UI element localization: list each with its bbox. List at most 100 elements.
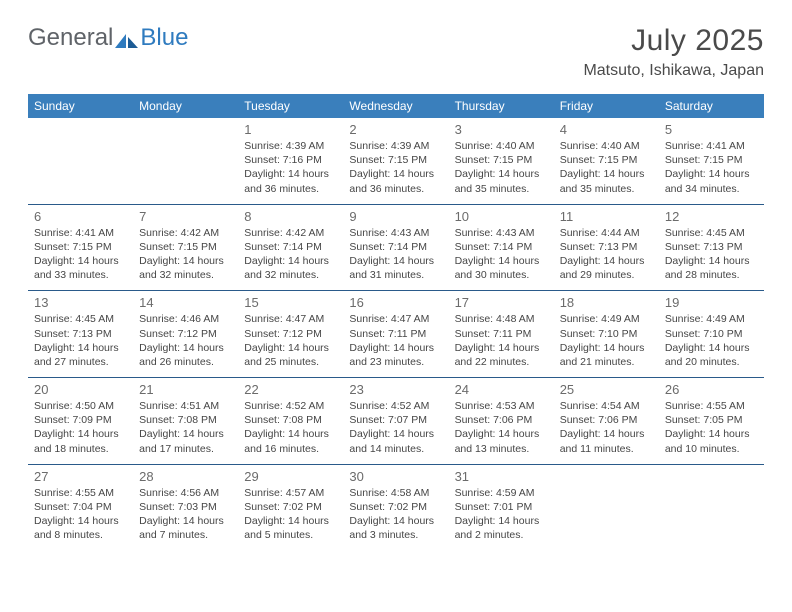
day-cell: 17 Sunrise: 4:48 AMSunset: 7:11 PMDayligh… [449, 291, 554, 378]
day-cell: 22 Sunrise: 4:52 AMSunset: 7:08 PMDayligh… [238, 378, 343, 465]
date-number: 30 [349, 469, 442, 484]
day-cell: 15Sunrise: 4:47 AMSunset: 7:12 PMDayligh… [238, 291, 343, 378]
date-number: 3 [455, 122, 548, 137]
day-cell: 30 Sunrise: 4:58 AMSunset: 7:02 PMDayligh… [343, 464, 448, 550]
day-details: Sunrise: 4:54 AMSunset: 7:06 PMDaylight:… [560, 399, 653, 456]
date-number: 11 [560, 209, 653, 224]
day-cell: 8Sunrise: 4:42 AMSunset: 7:14 PMDaylight… [238, 204, 343, 291]
date-number: 10 [455, 209, 548, 224]
day-details: Sunrise: 4:43 AMSunset: 7:14 PMDaylight:… [349, 226, 442, 283]
day-cell: 2Sunrise: 4:39 AMSunset: 7:15 PMDaylight… [343, 118, 448, 204]
week-row: 27 Sunrise: 4:55 AMSunset: 7:04 PMDayligh… [28, 464, 764, 550]
logo-sail-icon [111, 29, 139, 47]
day-cell: 14 Sunrise: 4:46 AMSunset: 7:12 PMDayligh… [133, 291, 238, 378]
day-details: Sunrise: 4:41 AMSunset: 7:15 PMDaylight:… [34, 226, 127, 283]
day-cell: 28Sunrise: 4:56 AMSunset: 7:03 PMDayligh… [133, 464, 238, 550]
day-cell: 31 Sunrise: 4:59 AMSunset: 7:01 PMDayligh… [449, 464, 554, 550]
day-header-saturday: Saturday [659, 94, 764, 118]
date-number: 12 [665, 209, 758, 224]
day-cell: 19Sunrise: 4:49 AMSunset: 7:10 PMDayligh… [659, 291, 764, 378]
date-number: 2 [349, 122, 442, 137]
day-details: Sunrise: 4:44 AMSunset: 7:13 PMDaylight:… [560, 226, 653, 283]
day-cell: 7Sunrise: 4:42 AMSunset: 7:15 PMDaylight… [133, 204, 238, 291]
date-number: 18 [560, 295, 653, 310]
day-details: Sunrise: 4:40 AMSunset: 7:15 PMDaylight:… [560, 139, 653, 196]
week-row: 13 Sunrise: 4:45 AMSunset: 7:13 PMDayligh… [28, 291, 764, 378]
date-number: 14 [139, 295, 232, 310]
location-text: Matsuto, Ishikawa, Japan [583, 62, 764, 80]
date-number: 5 [665, 122, 758, 137]
date-number: 27 [34, 469, 127, 484]
week-row: 20Sunrise: 4:50 AMSunset: 7:09 PMDayligh… [28, 378, 764, 465]
day-details: Sunrise: 4:45 AMSunset: 7:13 PMDaylight:… [34, 312, 127, 369]
calendar-body: 1 Sunrise: 4:39 AMSunset: 7:16 PMDaylight… [28, 118, 764, 550]
day-cell: 5Sunrise: 4:41 AMSunset: 7:15 PMDaylight… [659, 118, 764, 204]
day-header-row: SundayMondayTuesdayWednesdayThursdayFrid… [28, 94, 764, 118]
day-cell: 11 Sunrise: 4:44 AMSunset: 7:13 PMDayligh… [554, 204, 659, 291]
day-details: Sunrise: 4:57 AMSunset: 7:02 PMDaylight:… [244, 486, 337, 543]
day-details: Sunrise: 4:59 AMSunset: 7:01 PMDaylight:… [455, 486, 548, 543]
day-details: Sunrise: 4:51 AMSunset: 7:08 PMDaylight:… [139, 399, 232, 456]
day-cell: 23 Sunrise: 4:52 AMSunset: 7:07 PMDayligh… [343, 378, 448, 465]
day-details: Sunrise: 4:49 AMSunset: 7:10 PMDaylight:… [560, 312, 653, 369]
calendar-table: SundayMondayTuesdayWednesdayThursdayFrid… [28, 94, 764, 550]
day-details: Sunrise: 4:42 AMSunset: 7:14 PMDaylight:… [244, 226, 337, 283]
day-details: Sunrise: 4:52 AMSunset: 7:07 PMDaylight:… [349, 399, 442, 456]
day-details: Sunrise: 4:43 AMSunset: 7:14 PMDaylight:… [455, 226, 548, 283]
day-details: Sunrise: 4:58 AMSunset: 7:02 PMDaylight:… [349, 486, 442, 543]
day-cell: 21Sunrise: 4:51 AMSunset: 7:08 PMDayligh… [133, 378, 238, 465]
date-number: 22 [244, 382, 337, 397]
day-details: Sunrise: 4:47 AMSunset: 7:12 PMDaylight:… [244, 312, 337, 369]
date-number: 23 [349, 382, 442, 397]
date-number: 13 [34, 295, 127, 310]
day-cell: 25 Sunrise: 4:54 AMSunset: 7:06 PMDayligh… [554, 378, 659, 465]
date-number: 17 [455, 295, 548, 310]
day-cell: 16 Sunrise: 4:47 AMSunset: 7:11 PMDayligh… [343, 291, 448, 378]
day-cell: 26 Sunrise: 4:55 AMSunset: 7:05 PMDayligh… [659, 378, 764, 465]
day-header-thursday: Thursday [449, 94, 554, 118]
day-cell: 10 Sunrise: 4:43 AMSunset: 7:14 PMDayligh… [449, 204, 554, 291]
day-cell [28, 118, 133, 204]
date-number: 1 [244, 122, 337, 137]
day-cell: 3Sunrise: 4:40 AMSunset: 7:15 PMDaylight… [449, 118, 554, 204]
day-header-sunday: Sunday [28, 94, 133, 118]
month-title: July 2025 [583, 24, 764, 58]
day-header-friday: Friday [554, 94, 659, 118]
day-details: Sunrise: 4:39 AMSunset: 7:16 PMDaylight:… [244, 139, 337, 196]
date-number: 7 [139, 209, 232, 224]
week-row: 6Sunrise: 4:41 AMSunset: 7:15 PMDaylight… [28, 204, 764, 291]
day-cell: 29Sunrise: 4:57 AMSunset: 7:02 PMDayligh… [238, 464, 343, 550]
day-details: Sunrise: 4:55 AMSunset: 7:05 PMDaylight:… [665, 399, 758, 456]
date-number: 20 [34, 382, 127, 397]
day-details: Sunrise: 4:45 AMSunset: 7:13 PMDaylight:… [665, 226, 758, 283]
date-number: 16 [349, 295, 442, 310]
day-header-tuesday: Tuesday [238, 94, 343, 118]
logo: General Blue [28, 24, 188, 52]
date-number: 24 [455, 382, 548, 397]
logo-text-blue: Blue [140, 24, 188, 52]
page-header: General Blue July 2025 Matsuto, Ishikawa… [28, 24, 764, 80]
day-cell: 4Sunrise: 4:40 AMSunset: 7:15 PMDaylight… [554, 118, 659, 204]
date-number: 31 [455, 469, 548, 484]
day-cell: 9 Sunrise: 4:43 AMSunset: 7:14 PMDaylight… [343, 204, 448, 291]
day-cell: 12 Sunrise: 4:45 AMSunset: 7:13 PMDayligh… [659, 204, 764, 291]
day-details: Sunrise: 4:56 AMSunset: 7:03 PMDaylight:… [139, 486, 232, 543]
day-cell [554, 464, 659, 550]
day-details: Sunrise: 4:46 AMSunset: 7:12 PMDaylight:… [139, 312, 232, 369]
day-cell: 13 Sunrise: 4:45 AMSunset: 7:13 PMDayligh… [28, 291, 133, 378]
day-details: Sunrise: 4:52 AMSunset: 7:08 PMDaylight:… [244, 399, 337, 456]
day-details: Sunrise: 4:47 AMSunset: 7:11 PMDaylight:… [349, 312, 442, 369]
week-row: 1 Sunrise: 4:39 AMSunset: 7:16 PMDaylight… [28, 118, 764, 204]
date-number: 26 [665, 382, 758, 397]
date-number: 19 [665, 295, 758, 310]
day-cell: 6Sunrise: 4:41 AMSunset: 7:15 PMDaylight… [28, 204, 133, 291]
date-number: 25 [560, 382, 653, 397]
date-number: 9 [349, 209, 442, 224]
day-cell [659, 464, 764, 550]
day-cell: 18 Sunrise: 4:49 AMSunset: 7:10 PMDayligh… [554, 291, 659, 378]
day-details: Sunrise: 4:55 AMSunset: 7:04 PMDaylight:… [34, 486, 127, 543]
day-header-wednesday: Wednesday [343, 94, 448, 118]
day-cell: 1 Sunrise: 4:39 AMSunset: 7:16 PMDaylight… [238, 118, 343, 204]
day-cell: 24Sunrise: 4:53 AMSunset: 7:06 PMDayligh… [449, 378, 554, 465]
day-details: Sunrise: 4:48 AMSunset: 7:11 PMDaylight:… [455, 312, 548, 369]
